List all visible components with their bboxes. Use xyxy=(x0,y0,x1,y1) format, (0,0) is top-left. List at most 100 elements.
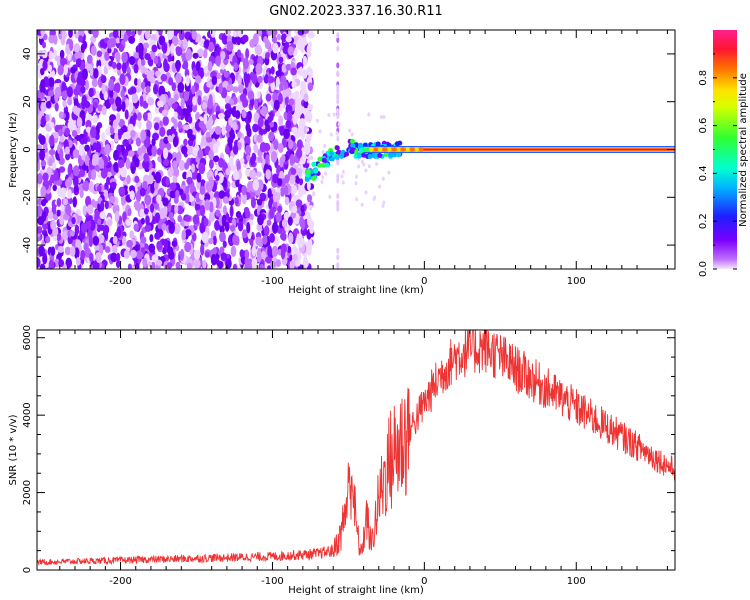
heatmap-cell xyxy=(249,169,257,180)
y-tick-label: 0 xyxy=(22,146,33,152)
heatmap-cell xyxy=(295,199,303,208)
heatmap-cell xyxy=(298,42,304,49)
heatmap-cell xyxy=(183,138,188,147)
heatmap-cell xyxy=(84,154,90,167)
heatmap-cell xyxy=(125,98,130,108)
heatmap-cell xyxy=(134,175,140,184)
heatmap-cell xyxy=(45,100,52,109)
heatmap-cell xyxy=(247,110,252,122)
heatmap-cell xyxy=(49,121,55,128)
heatmap-cell xyxy=(198,120,206,129)
heatmap-cell xyxy=(47,210,54,220)
heatmap-cell xyxy=(282,91,288,98)
heatmap-cell xyxy=(52,226,59,237)
snr-series xyxy=(37,330,675,566)
heatmap-cell xyxy=(360,152,366,158)
heatmap-cell xyxy=(280,75,287,86)
heatmap-cell xyxy=(78,145,85,157)
heatmap-cell xyxy=(82,68,88,81)
heatmap-cell xyxy=(334,145,340,151)
heatmap-cell xyxy=(273,99,280,111)
heatmap-cell xyxy=(148,243,156,253)
heatmap-cell xyxy=(234,196,239,207)
heatmap-cell xyxy=(270,66,275,75)
heatmap-cell xyxy=(387,170,391,175)
heatmap-cell xyxy=(130,166,136,175)
heatmap-cell xyxy=(121,198,126,206)
heatmap-cell xyxy=(184,162,190,170)
heatmap-cell xyxy=(272,173,279,184)
heatmap-cell xyxy=(206,136,213,143)
heatmap-cell xyxy=(184,214,192,222)
heatmap-cell xyxy=(297,67,304,76)
heatmap-cell xyxy=(175,73,182,84)
heatmap-cell xyxy=(256,134,263,143)
heatmap-cell xyxy=(146,70,152,82)
heatmap-cell xyxy=(208,211,215,223)
heatmap-cell xyxy=(120,89,125,98)
heatmap-cell xyxy=(235,179,240,188)
heatmap-cell xyxy=(154,232,161,240)
heatmap-cell xyxy=(198,162,206,175)
heatmap-cell xyxy=(49,134,55,147)
heatmap-cell xyxy=(162,197,169,207)
heatmap-cell xyxy=(135,190,142,203)
heatmap-cell xyxy=(300,80,307,92)
heatmap-cell xyxy=(396,147,401,152)
heatmap-cell xyxy=(287,245,292,254)
heatmap-cell xyxy=(124,109,129,120)
heatmap-cell xyxy=(381,204,385,209)
heatmap-cell xyxy=(280,249,286,260)
colorbar-tick-label: 0.0 xyxy=(698,261,709,277)
heatmap-cell xyxy=(272,191,278,203)
heatmap-cell xyxy=(248,58,254,65)
heatmap-cell xyxy=(187,129,193,139)
heatmap-cell xyxy=(297,237,305,248)
heatmap-cell xyxy=(208,159,214,170)
heatmap-cell xyxy=(225,258,232,269)
colorbar-tick-label: 0.4 xyxy=(698,165,709,181)
heatmap-cell xyxy=(288,232,294,244)
heatmap-cell xyxy=(48,149,56,156)
heatmap-cell xyxy=(208,149,215,160)
heatmap-cell xyxy=(92,142,98,151)
heatmap-cell xyxy=(269,233,275,243)
heatmap-cell xyxy=(267,75,275,84)
heatmap-cell xyxy=(89,219,96,231)
heatmap-cell xyxy=(57,252,62,261)
heatmap-cell xyxy=(234,235,240,246)
heatmap-cell xyxy=(373,195,377,200)
heatmap-cell xyxy=(288,139,294,150)
heatmap-cell xyxy=(382,200,386,205)
heatmap-cell xyxy=(129,185,135,193)
heatmap-cell xyxy=(131,30,136,38)
heatmap-cell xyxy=(98,158,105,169)
heatmap-cell xyxy=(251,152,257,163)
heatmap-cell xyxy=(375,161,379,166)
heatmap-cell xyxy=(215,209,221,217)
heatmap-cell xyxy=(224,221,230,232)
heatmap-cell xyxy=(203,193,211,202)
heatmap-cell xyxy=(58,259,65,267)
heatmap-cell xyxy=(156,100,164,108)
heatmap-cell xyxy=(151,138,156,146)
heatmap-cell xyxy=(320,180,324,185)
heatmap-cell xyxy=(355,197,359,202)
heatmap-cell xyxy=(64,127,71,136)
heatmap-cell xyxy=(168,223,174,232)
heatmap-cell xyxy=(339,153,345,159)
heatmap-cell xyxy=(212,247,217,256)
heatmap-cell xyxy=(335,131,339,136)
heatmap-cell xyxy=(40,115,46,127)
heatmap-cell xyxy=(82,180,90,192)
heatmap-cell xyxy=(130,249,137,259)
heatmap-cell xyxy=(247,180,254,191)
heatmap-cell xyxy=(121,62,127,74)
heatmap-cell xyxy=(256,171,262,178)
heatmap-cell xyxy=(120,166,127,178)
heatmap-cell xyxy=(246,73,251,84)
heatmap-cell xyxy=(239,93,247,103)
heatmap-cell xyxy=(273,139,279,150)
heatmap-cell xyxy=(54,55,62,62)
